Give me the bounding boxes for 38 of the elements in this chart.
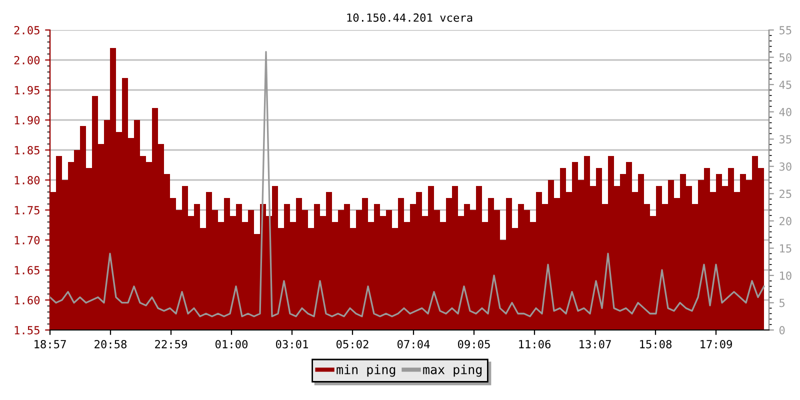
y2-tick-label: 5	[780, 298, 785, 308]
legend-label: max ping	[423, 364, 482, 377]
y-tick-label: 1.60	[14, 296, 40, 304]
y2-tick-label: 10	[780, 271, 792, 280]
x-tick-label: 05:02	[336, 340, 368, 348]
x-tick-label: 17:09	[700, 340, 732, 348]
y-tick-label: 1.90	[14, 116, 40, 124]
y-tick-label: 2.05	[14, 26, 40, 34]
x-tick-label: 01:00	[216, 340, 248, 348]
y-tick-label: 2.00	[14, 56, 40, 64]
y2-tick-label: 15	[780, 244, 792, 253]
chart-title: 10.150.44.201 vcera	[347, 13, 472, 22]
y-tick-label: 1.80	[14, 176, 40, 184]
y2-tick-label: 40	[779, 108, 792, 116]
y2-tick-label: 20	[780, 216, 792, 226]
x-tick-label: 18:57	[34, 340, 66, 348]
x-tick-label: 03:01	[276, 340, 308, 348]
y-tick-label: 1.85	[14, 146, 40, 154]
x-tick-label: 22:59	[155, 340, 187, 348]
y2-tick-label: 0	[779, 326, 785, 334]
x-tick-label: 15:08	[640, 340, 672, 348]
x-tick-label: 07:04	[398, 340, 430, 348]
y-tick-label: 1.70	[14, 236, 40, 244]
x-tick-label: 11:06	[519, 340, 551, 348]
y-tick-label: 1.95	[14, 86, 40, 94]
y2-tick-label: 45	[779, 80, 792, 89]
y2-tick-label: 25	[780, 190, 792, 198]
y-tick-label: 1.75	[14, 206, 40, 214]
y-tick-label: 1.55	[14, 326, 40, 334]
y2-tick-label: 30	[779, 162, 792, 171]
x-tick-label: 13:07	[580, 340, 611, 348]
x-tick-label: 20:58	[94, 340, 127, 348]
y2-tick-label: 35	[779, 135, 792, 144]
legend-label: min ping	[336, 364, 396, 377]
x-tick-label: 09:05	[458, 340, 490, 348]
y-tick-label: 1.65	[14, 266, 40, 274]
y2-tick-label: 55	[780, 26, 792, 34]
y2-tick-label: 50	[780, 53, 792, 62]
